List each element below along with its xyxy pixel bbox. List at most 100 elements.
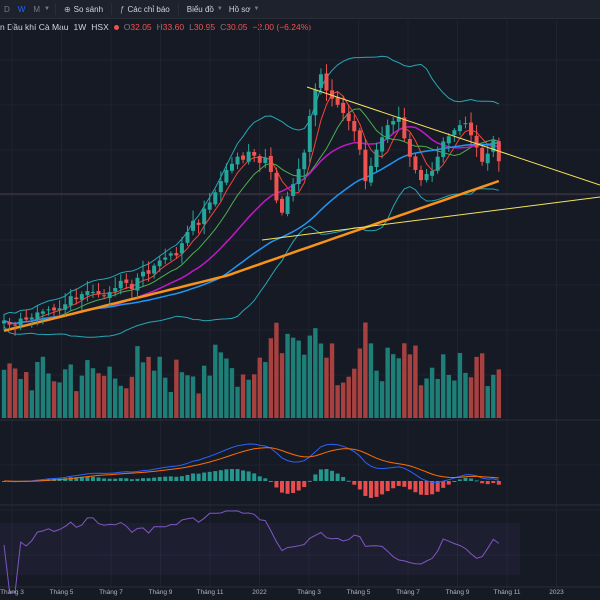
volume-bar (474, 356, 479, 418)
macd-histogram-bar (146, 478, 151, 481)
volume-bar (124, 388, 129, 418)
toolbar-divider (177, 3, 179, 15)
macd-histogram-bar (435, 481, 440, 492)
volume-bar (246, 379, 251, 418)
macd-histogram-bar (274, 481, 279, 488)
symbol-name[interactable]: n Dầu khí Cà Mau (0, 22, 69, 32)
x-axis-tick-label: Tháng 5 (346, 589, 371, 596)
macd-histogram-bar (79, 476, 84, 481)
candle-body (52, 307, 57, 311)
profile-button[interactable]: Hồ sơ ▼ (229, 5, 260, 14)
volume-bar (441, 354, 446, 418)
timeframe-d[interactable]: D (4, 4, 10, 14)
candle-body (435, 156, 440, 171)
volume-bar (90, 368, 96, 418)
timeframe-w[interactable]: W (17, 4, 26, 14)
macd-histogram-bar (268, 481, 273, 482)
close-key: C (220, 22, 227, 32)
volume-bar (457, 352, 463, 418)
macd-histogram-bar (179, 476, 184, 481)
volume-bar (290, 337, 296, 418)
volume-bar (62, 369, 68, 418)
timeframe-chevron-down-icon[interactable]: ▼ (44, 6, 50, 12)
macd-histogram-bar (391, 481, 396, 489)
macd-histogram-bar (218, 470, 223, 481)
candle-body (485, 153, 490, 164)
candle-body (263, 157, 268, 164)
candle-body (141, 271, 145, 277)
indicators-button[interactable]: ƒ Các chỉ báo (120, 5, 170, 14)
volume-bar (40, 356, 46, 418)
candle-body (96, 291, 101, 295)
macd-histogram-bar (419, 481, 423, 495)
macd-line (3, 443, 499, 483)
macd-histogram-bar (129, 479, 134, 481)
macd-histogram-bar (496, 481, 501, 485)
candle-body (413, 156, 418, 170)
support-trendline (261, 196, 600, 241)
change-value: −2.00 (−6.24%) (252, 22, 312, 32)
macd-histogram-bar (135, 478, 140, 481)
candle-body (419, 169, 423, 181)
volume-bar (413, 345, 418, 418)
volume-bar (318, 343, 324, 418)
macd-histogram-bar (446, 481, 451, 485)
candle-body (274, 172, 279, 201)
candle-body (129, 283, 134, 290)
volume-bar (263, 362, 268, 418)
candle-body (229, 163, 234, 171)
volume-bar (224, 358, 229, 418)
candle-body (280, 198, 284, 213)
rsi-pane (3, 510, 500, 593)
candle-body (424, 174, 429, 181)
macd-histogram-bar (430, 481, 435, 495)
rsi-band (0, 523, 520, 575)
volume-bar (46, 373, 51, 418)
volume-bar (85, 360, 90, 418)
volume-bar (57, 382, 62, 418)
candlesticks (2, 64, 501, 336)
macd-histogram-bar (441, 481, 446, 488)
bollinger-lower (3, 186, 499, 338)
chart-type-button[interactable]: Biểu đồ ▼ (187, 5, 223, 14)
macd-histogram-bar (229, 469, 234, 481)
candle-body (124, 279, 129, 283)
x-axis-tick-label: Tháng 7 (99, 589, 123, 596)
volume-bar (51, 381, 57, 418)
macd-histogram-bar (224, 469, 229, 481)
chevron-down-icon: ▼ (216, 6, 223, 12)
volume-bar (385, 347, 390, 418)
x-axis-tick-label: 2023 (549, 589, 564, 596)
candle-body (235, 156, 240, 165)
volume-bar (96, 373, 101, 418)
symbol-legend: n Dầu khí Cà Mau 1W HSX O32.05 H33.60 L3… (0, 22, 311, 32)
macd-histogram-bar (174, 476, 179, 481)
volume-bar (268, 338, 274, 418)
volume-bar (379, 381, 385, 418)
compare-label: So sánh (73, 4, 104, 14)
volume-bar (213, 344, 218, 418)
timeframe-m[interactable]: M (33, 4, 41, 14)
x-axis-tick-label: Tháng 3 (297, 589, 321, 596)
macd-histogram-bar (491, 481, 496, 484)
macd-histogram-bar (202, 472, 207, 481)
volume-bar (12, 368, 18, 418)
macd-histogram-bar (368, 481, 373, 498)
candle-body (24, 317, 29, 320)
exchange-label: HSX (91, 22, 109, 32)
volume-bar (252, 374, 257, 418)
candle-body (469, 122, 474, 136)
volume-bar (218, 352, 224, 418)
candle-body (257, 156, 262, 163)
volume-pane (1, 322, 502, 418)
candle-body (380, 137, 385, 152)
volume-bar (374, 370, 379, 418)
volume-bar (485, 386, 490, 418)
candle-body (341, 102, 346, 113)
candle-body (385, 125, 390, 140)
macd-histogram-bar (102, 478, 107, 481)
compare-button[interactable]: ⊕ So sánh (64, 5, 103, 14)
candle-body (368, 165, 373, 183)
volume-bar (107, 366, 112, 418)
